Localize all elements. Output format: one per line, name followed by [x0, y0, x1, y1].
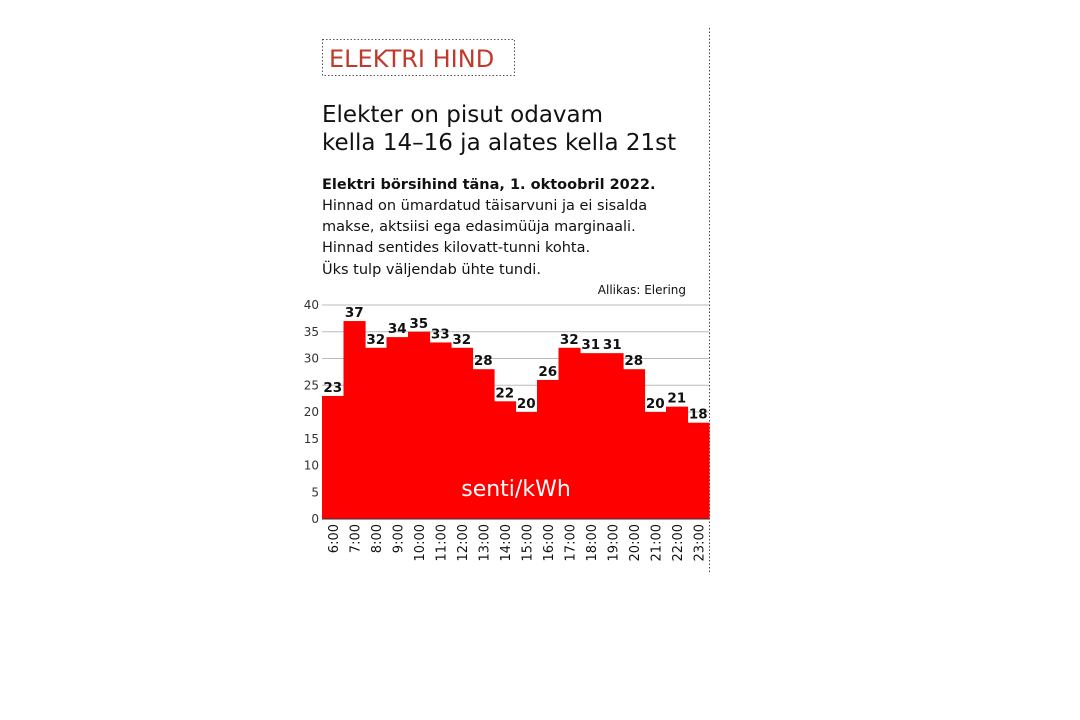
value-label: 32	[560, 332, 579, 348]
x-tick-label: 13:00	[477, 524, 492, 561]
bar	[537, 379, 560, 519]
value-label: 20	[646, 396, 665, 412]
note: Hinnad on ümardatud täisarvuni ja ei sis…	[322, 198, 647, 214]
value-label: 37	[345, 305, 364, 321]
x-tick-label: 21:00	[649, 524, 664, 561]
bar	[687, 422, 710, 519]
value-label: 32	[366, 332, 385, 348]
x-tick-label: 19:00	[606, 524, 621, 561]
value-label: 23	[323, 380, 342, 396]
x-tick-label: 9:00	[391, 524, 406, 553]
note: Hinnad sentides kilovatt-tunni kohta.	[322, 240, 590, 256]
x-tick-label: 22:00	[671, 524, 686, 561]
bar	[451, 347, 474, 519]
y-tick-label: 0	[311, 512, 319, 526]
bar	[408, 331, 431, 519]
bar	[558, 347, 581, 519]
y-tick-label: 20	[304, 405, 319, 419]
x-tick-label: 7:00	[348, 524, 363, 553]
bar	[494, 401, 517, 519]
value-label: 22	[495, 385, 514, 401]
value-label: 31	[603, 337, 622, 353]
bar	[429, 342, 452, 519]
x-tick-label: 10:00	[413, 524, 428, 561]
y-tick-label: 30	[304, 352, 319, 366]
x-tick-label: 17:00	[563, 524, 578, 561]
bar	[472, 369, 495, 519]
value-label: 28	[624, 353, 643, 369]
value-label: 34	[388, 321, 407, 337]
y-tick-label: 15	[304, 432, 319, 446]
x-tick-label: 6:00	[327, 524, 342, 553]
note: Üks tulp väljendab ühte tundi.	[322, 260, 541, 278]
x-tick-label: 8:00	[370, 524, 385, 553]
bar	[666, 406, 689, 519]
x-tick-label: 11:00	[434, 524, 449, 561]
kicker-box	[322, 39, 515, 76]
x-tick-label: 15:00	[520, 524, 535, 561]
x-tick-label: 18:00	[585, 524, 600, 561]
bar	[580, 353, 603, 519]
y-tick-label: 35	[304, 325, 319, 339]
bar	[515, 412, 538, 519]
bar	[644, 412, 667, 519]
x-tick-label: 20:00	[628, 524, 643, 561]
bar	[601, 353, 624, 519]
bar	[322, 395, 345, 519]
value-label: 35	[409, 316, 428, 332]
x-tick-label: 16:00	[542, 524, 557, 561]
value-label: 21	[667, 391, 686, 407]
x-tick-label: 23:00	[692, 524, 707, 561]
note: makse, aktsiisi ega edasimüüja marginaal…	[322, 219, 636, 235]
value-label: 32	[452, 332, 471, 348]
value-label: 33	[431, 326, 450, 342]
value-label: 20	[517, 396, 536, 412]
plot: 0 5 10 15 20 25 30 35 40 23 6:00 37 7:00 32 8:00 34 9:00…	[304, 298, 710, 561]
title-line: kella 14–16 ja alates kella 21st	[322, 130, 676, 156]
y-tick-label: 40	[304, 298, 319, 312]
value-label: 31	[581, 337, 600, 353]
source: Allikas: Elering	[598, 283, 686, 297]
value-label: 26	[538, 364, 557, 380]
y-tick-label: 25	[304, 378, 319, 392]
bar	[386, 337, 409, 519]
unit-label: senti/kWh	[461, 477, 571, 502]
bar	[343, 321, 366, 519]
title-line: Elekter on pisut odavam	[322, 102, 603, 128]
y-tick-label: 10	[304, 459, 319, 473]
kicker: ELEKTRI HIND	[329, 45, 494, 73]
bar	[623, 369, 646, 519]
subtitle: Elektri börsihind täna, 1. oktoobril 202…	[322, 177, 655, 193]
value-label: 28	[474, 353, 493, 369]
x-tick-label: 12:00	[456, 524, 471, 561]
bar	[365, 347, 388, 519]
value-label: 18	[689, 407, 708, 423]
y-tick-label: 5	[311, 485, 319, 499]
x-tick-label: 14:00	[499, 524, 514, 561]
